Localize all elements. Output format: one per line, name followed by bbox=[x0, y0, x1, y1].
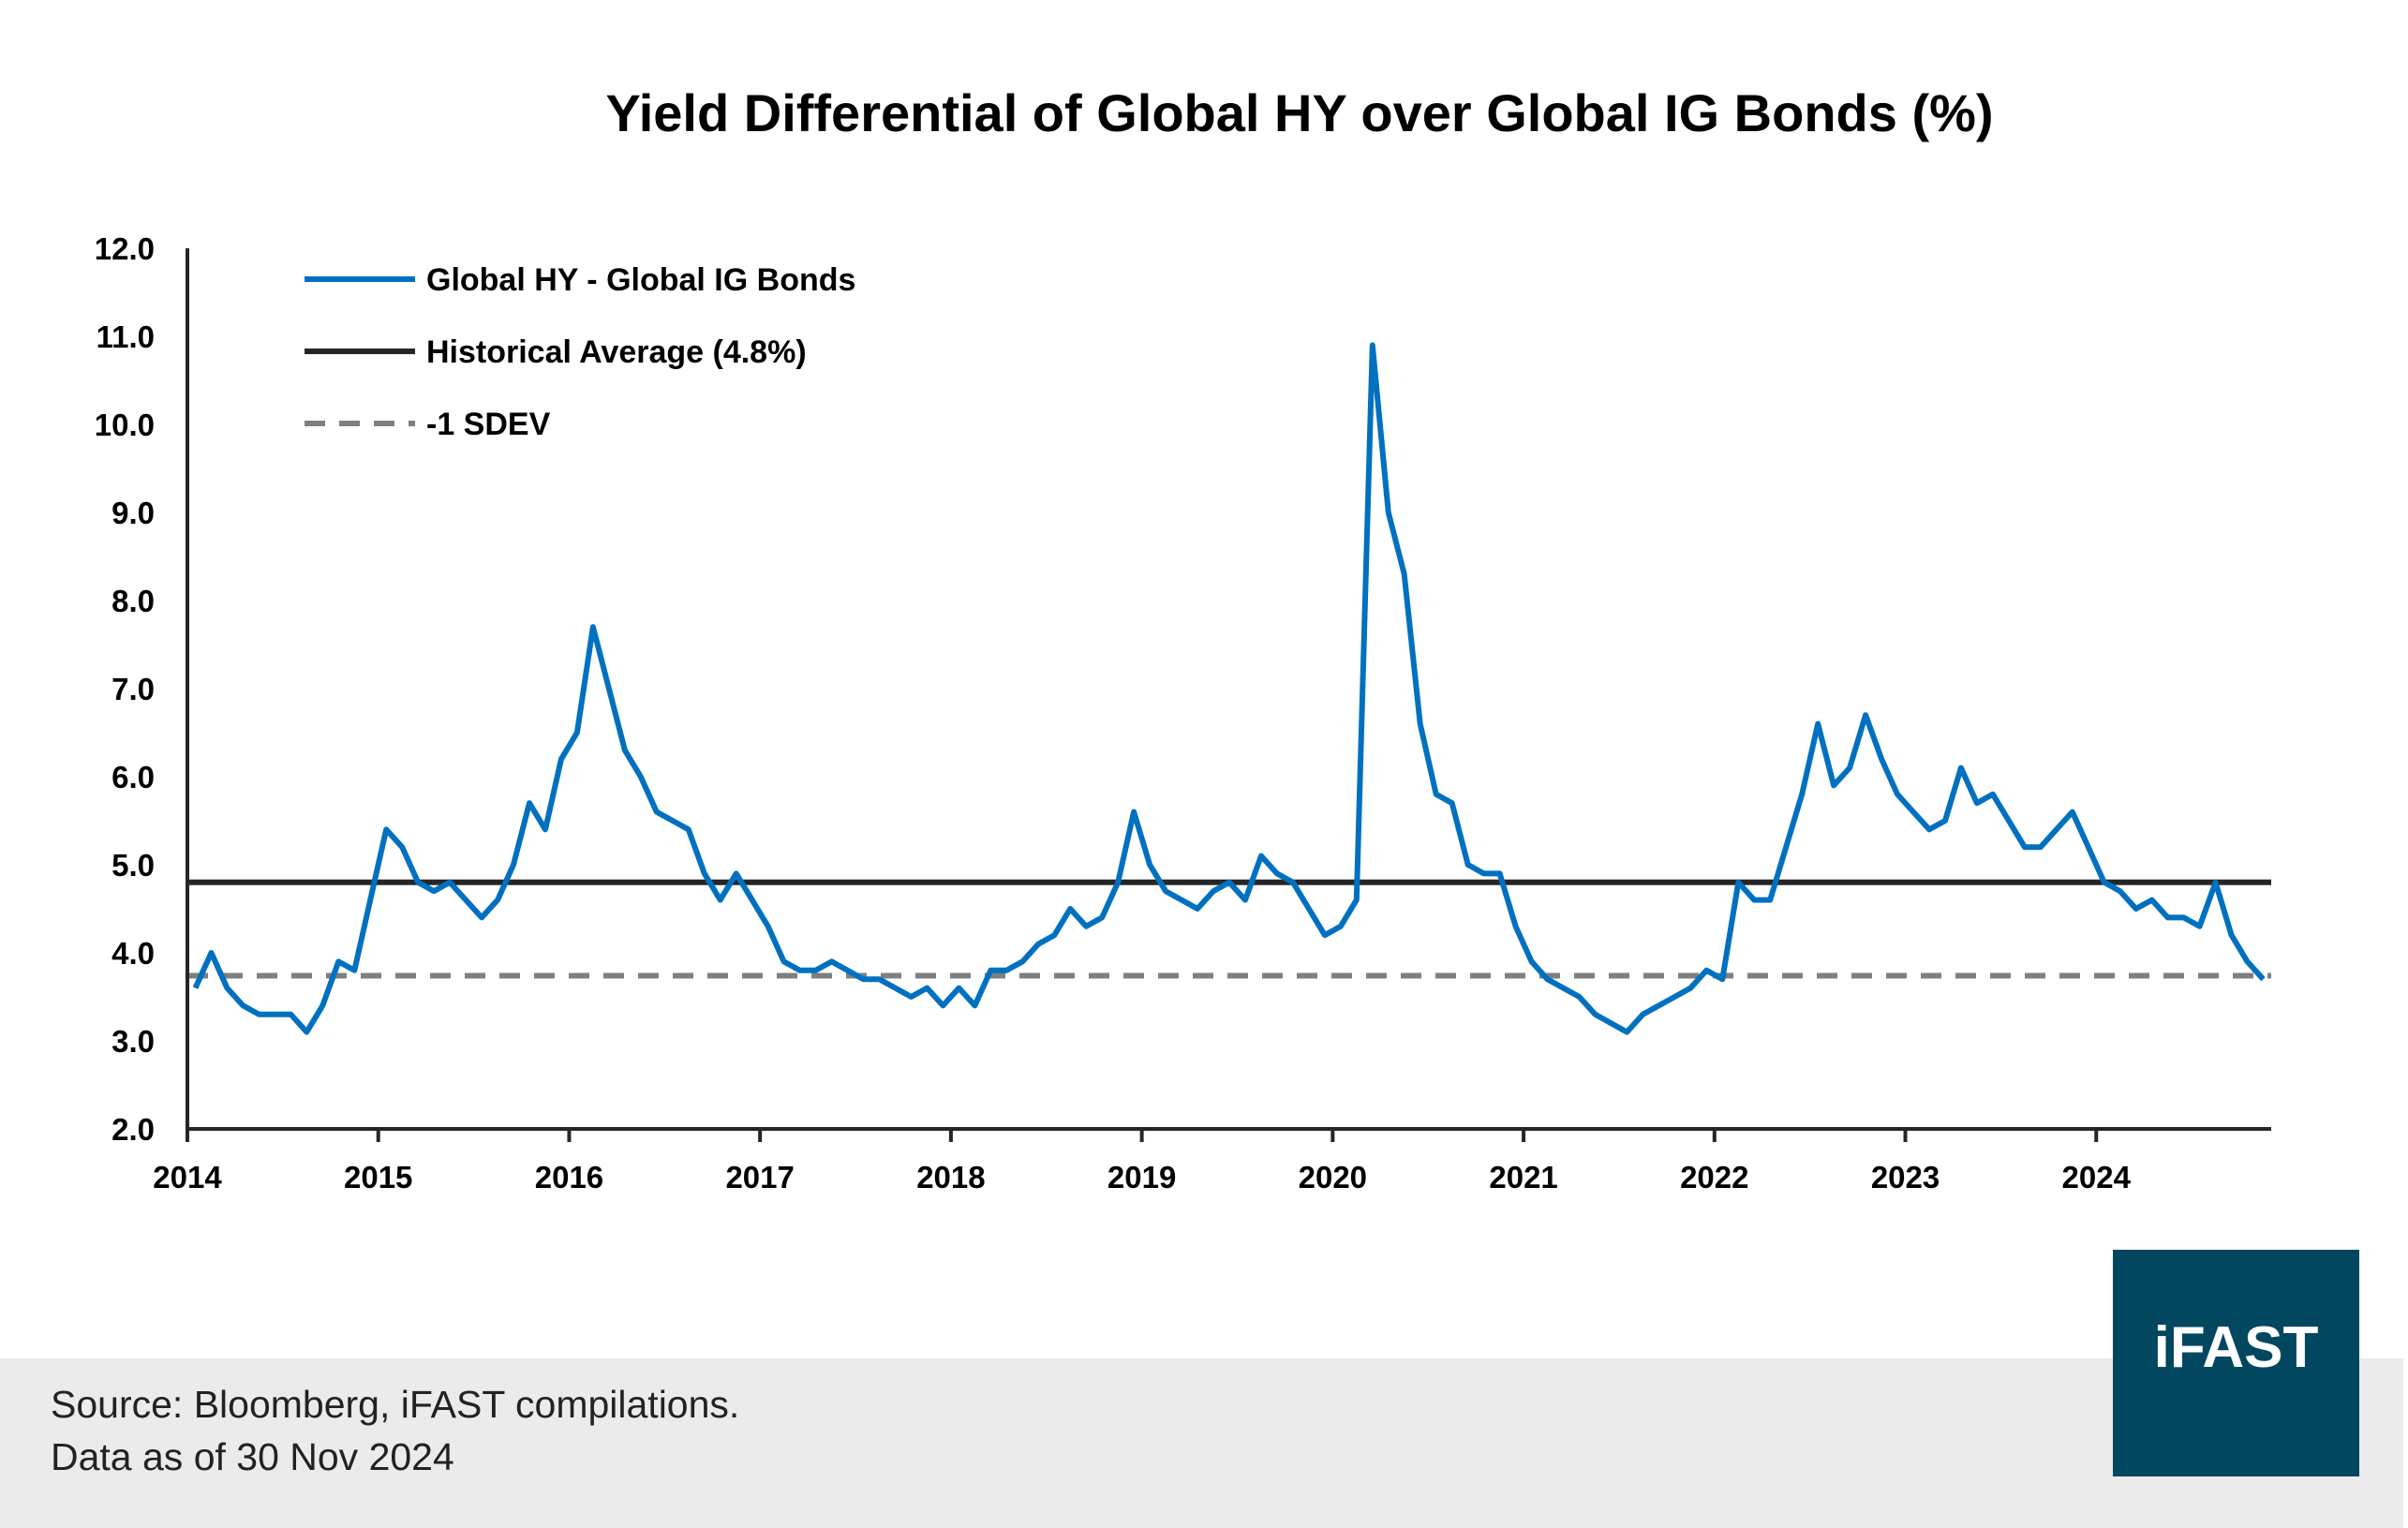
x-tick-label: 2023 bbox=[1871, 1160, 1940, 1194]
legend-label-sdev: -1 SDEV bbox=[426, 407, 551, 442]
x-tick-label: 2014 bbox=[153, 1160, 222, 1194]
x-tick-label: 2018 bbox=[916, 1160, 985, 1194]
x-tick-label: 2022 bbox=[1680, 1160, 1748, 1194]
x-tick-label: 2016 bbox=[535, 1160, 603, 1194]
y-tick-label: 6.0 bbox=[111, 760, 155, 794]
x-tick-label: 2021 bbox=[1489, 1160, 1557, 1194]
chart: Yield Differential of Global HY over Glo… bbox=[95, 83, 2271, 1194]
y-tick-label: 11.0 bbox=[97, 319, 155, 354]
legend-label-average: Historical Average (4.8%) bbox=[426, 334, 807, 370]
x-tick-label: 2019 bbox=[1107, 1160, 1176, 1194]
legend: Global HY - Global IG Bonds Historical A… bbox=[305, 262, 855, 442]
source-note: Source: Bloomberg, iFAST compilations. bbox=[51, 1383, 740, 1426]
y-tick-label: 5.0 bbox=[111, 848, 155, 883]
y-axis: 2.0 3.0 4.0 5.0 6.0 7.0 8.0 9.0 10.0 11.0 12.0 bbox=[95, 231, 155, 1147]
series-line-global-hy-ig bbox=[192, 342, 2266, 1035]
y-tick-label: 9.0 bbox=[111, 496, 155, 530]
y-tick-label: 12.0 bbox=[95, 231, 155, 266]
y-tick-label: 7.0 bbox=[111, 672, 155, 706]
y-tick-label: 10.0 bbox=[95, 408, 155, 442]
x-axis: 2014 2015 2016 2017 2018 2019 2020 2021 2022 2023… bbox=[153, 1129, 2132, 1194]
chart-title: Yield Differential of Global HY over Glo… bbox=[605, 83, 1993, 142]
y-tick-label: 3.0 bbox=[111, 1024, 155, 1059]
ifast-logo: iFAST bbox=[2113, 1250, 2359, 1476]
x-tick-label: 2015 bbox=[344, 1160, 412, 1194]
data-date-note: Data as of 30 Nov 2024 bbox=[51, 1435, 454, 1478]
footer: Source: Bloomberg, iFAST compilations. D… bbox=[0, 1358, 2403, 1528]
y-tick-label: 2.0 bbox=[111, 1112, 155, 1147]
x-tick-label: 2017 bbox=[725, 1160, 794, 1194]
logo-text: iFAST bbox=[2153, 1314, 2319, 1380]
y-tick-label: 4.0 bbox=[111, 936, 155, 971]
y-tick-label: 8.0 bbox=[111, 584, 155, 618]
legend-label-series: Global HY - Global IG Bonds bbox=[426, 262, 855, 298]
x-tick-label: 2020 bbox=[1299, 1160, 1367, 1194]
x-tick-label: 2024 bbox=[2062, 1160, 2132, 1194]
